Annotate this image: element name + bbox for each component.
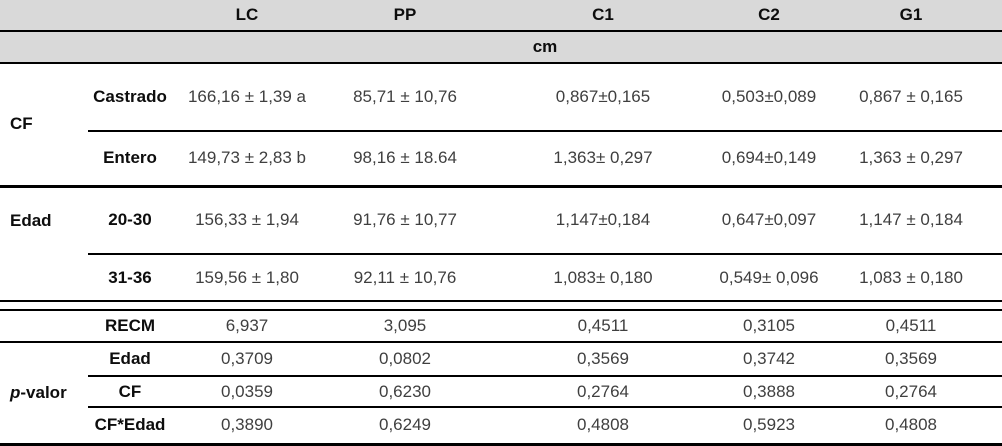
row-label-p-cfedad: CF*Edad <box>88 407 172 446</box>
row-pvalor-edad: p-valor Edad 0,3709 0,0802 0,3569 0,3742… <box>0 342 1002 446</box>
p-valor-rest: -valor <box>20 382 67 402</box>
row-label-31-36: 31-36 <box>88 254 172 302</box>
recm-blank <box>0 309 88 343</box>
row-castrado: CF Castrado 166,16 ± 1,39 a 85,71 ± 10,7… <box>0 63 1002 188</box>
value-p-edad-lc: 0,3709 <box>172 342 322 377</box>
header-lc: LC <box>172 0 322 32</box>
value-entero-c2: 0,694±0,149 <box>718 131 820 188</box>
value-p-cf-pp: 0,6230 <box>322 376 488 408</box>
value-entero-pp: 98,16 ± 18.64 <box>322 131 488 188</box>
value-p-edad-c1: 0,3569 <box>488 342 718 377</box>
value-recm-g1: 0,4511 <box>820 309 1002 343</box>
row-label-entero: Entero <box>88 131 172 188</box>
value-p-cfedad-pp: 0,6249 <box>322 407 488 446</box>
value-20-30-c1: 1,147±0,184 <box>488 186 718 255</box>
header-blank-sub <box>88 0 172 32</box>
value-20-30-lc: 156,33 ± 1,94 <box>172 186 322 255</box>
value-castrado-lc: 166,16 ± 1,39 a <box>172 63 322 132</box>
value-p-cf-c1: 0,2764 <box>488 376 718 408</box>
unit-blank <box>0 31 88 64</box>
value-p-edad-pp: 0,0802 <box>322 342 488 377</box>
unit-cell: cm <box>88 31 1002 64</box>
value-recm-c2: 0,3105 <box>718 309 820 343</box>
header-g1: G1 <box>820 0 1002 32</box>
value-p-cf-g1: 0,2764 <box>820 376 1002 408</box>
row-31-36: 31-36 159,56 ± 1,80 92,11 ± 10,76 1,083±… <box>0 254 1002 302</box>
value-20-30-pp: 91,76 ± 10,77 <box>322 186 488 255</box>
row-label-recm: RECM <box>88 309 172 343</box>
row-entero: Entero 149,73 ± 2,83 b 98,16 ± 18.64 1,3… <box>0 131 1002 188</box>
value-castrado-g1: 0,867 ± 0,165 <box>820 63 1002 132</box>
header-c2: C2 <box>718 0 820 32</box>
p-valor-italic-p: p <box>10 382 21 402</box>
value-p-cfedad-g1: 0,4808 <box>820 407 1002 446</box>
group-label-edad: Edad <box>0 186 88 302</box>
value-recm-c1: 0,4511 <box>488 309 718 343</box>
value-castrado-c1: 0,867±0,165 <box>488 63 718 132</box>
row-label-castrado: Castrado <box>88 63 172 132</box>
row-label-20-30: 20-30 <box>88 186 172 255</box>
row-label-p-cf: CF <box>88 376 172 408</box>
value-20-30-g1: 1,147 ± 0,184 <box>820 186 1002 255</box>
row-label-p-edad: Edad <box>88 342 172 377</box>
value-p-edad-c2: 0,3742 <box>718 342 820 377</box>
header-blank-group <box>0 0 88 32</box>
value-31-36-pp: 92,11 ± 10,76 <box>322 254 488 302</box>
value-31-36-c1: 1,083± 0,180 <box>488 254 718 302</box>
value-p-edad-g1: 0,3569 <box>820 342 1002 377</box>
value-entero-lc: 149,73 ± 2,83 b <box>172 131 322 188</box>
value-entero-g1: 1,363 ± 0,297 <box>820 131 1002 188</box>
value-p-cf-lc: 0,0359 <box>172 376 322 408</box>
value-20-30-c2: 0,647±0,097 <box>718 186 820 255</box>
value-p-cfedad-lc: 0,3890 <box>172 407 322 446</box>
value-31-36-c2: 0,549± 0,096 <box>718 254 820 302</box>
header-c1: C1 <box>488 0 718 32</box>
group-label-cf: CF <box>0 63 88 188</box>
value-castrado-c2: 0,503±0,089 <box>718 63 820 132</box>
row-pvalor-cfedad: CF*Edad 0,3890 0,6249 0,4808 0,5923 0,48… <box>0 407 1002 446</box>
header-pp: PP <box>322 0 488 32</box>
value-p-cfedad-c2: 0,5923 <box>718 407 820 446</box>
row-pvalor-cf: CF 0,0359 0,6230 0,2764 0,3888 0,2764 <box>0 376 1002 408</box>
divider-gap-row <box>0 301 1002 310</box>
value-recm-lc: 6,937 <box>172 309 322 343</box>
row-recm: RECM 6,937 3,095 0,4511 0,3105 0,4511 <box>0 309 1002 343</box>
value-p-cfedad-c1: 0,4808 <box>488 407 718 446</box>
group-label-p-valor: p-valor <box>0 342 88 446</box>
value-31-36-lc: 159,56 ± 1,80 <box>172 254 322 302</box>
unit-row: cm <box>0 31 1002 64</box>
value-castrado-pp: 85,71 ± 10,76 <box>322 63 488 132</box>
value-entero-c1: 1,363± 0,297 <box>488 131 718 188</box>
header-row: LC PP C1 C2 G1 <box>0 0 1002 32</box>
value-31-36-g1: 1,083 ± 0,180 <box>820 254 1002 302</box>
divider-gap <box>0 301 1002 310</box>
value-recm-pp: 3,095 <box>322 309 488 343</box>
value-p-cf-c2: 0,3888 <box>718 376 820 408</box>
row-20-30: Edad 20-30 156,33 ± 1,94 91,76 ± 10,77 1… <box>0 186 1002 302</box>
